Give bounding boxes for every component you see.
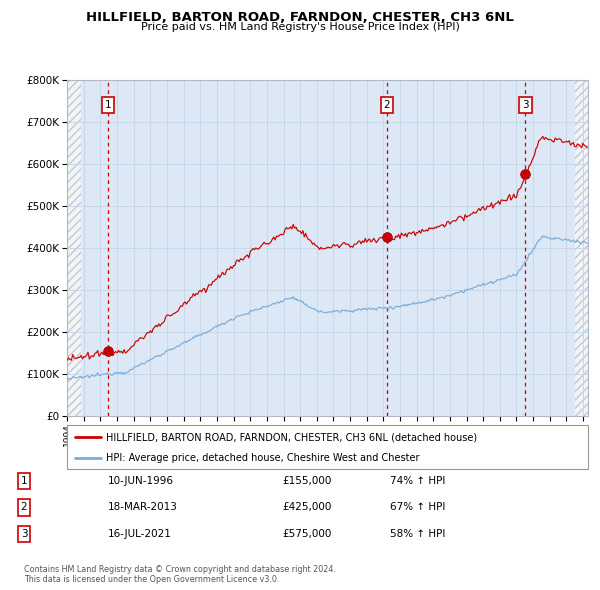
FancyBboxPatch shape bbox=[67, 425, 588, 469]
Text: HILLFIELD, BARTON ROAD, FARNDON, CHESTER, CH3 6NL: HILLFIELD, BARTON ROAD, FARNDON, CHESTER… bbox=[86, 11, 514, 24]
Text: £425,000: £425,000 bbox=[282, 503, 331, 512]
Text: 58% ↑ HPI: 58% ↑ HPI bbox=[390, 529, 445, 539]
Text: 10-JUN-1996: 10-JUN-1996 bbox=[108, 476, 174, 486]
Text: Price paid vs. HM Land Registry's House Price Index (HPI): Price paid vs. HM Land Registry's House … bbox=[140, 22, 460, 32]
Text: 18-MAR-2013: 18-MAR-2013 bbox=[108, 503, 178, 512]
Text: 3: 3 bbox=[20, 529, 28, 539]
Text: 67% ↑ HPI: 67% ↑ HPI bbox=[390, 503, 445, 512]
Text: 16-JUL-2021: 16-JUL-2021 bbox=[108, 529, 172, 539]
Bar bbox=[575, 80, 588, 416]
Text: £575,000: £575,000 bbox=[282, 529, 331, 539]
Text: 3: 3 bbox=[522, 100, 529, 110]
Text: 2: 2 bbox=[383, 100, 390, 110]
Text: £155,000: £155,000 bbox=[282, 476, 331, 486]
Text: 74% ↑ HPI: 74% ↑ HPI bbox=[390, 476, 445, 486]
Text: HILLFIELD, BARTON ROAD, FARNDON, CHESTER, CH3 6NL (detached house): HILLFIELD, BARTON ROAD, FARNDON, CHESTER… bbox=[106, 432, 478, 442]
Text: 1: 1 bbox=[105, 100, 112, 110]
Text: Contains HM Land Registry data © Crown copyright and database right 2024.
This d: Contains HM Land Registry data © Crown c… bbox=[24, 565, 336, 584]
Text: HPI: Average price, detached house, Cheshire West and Chester: HPI: Average price, detached house, Ches… bbox=[106, 453, 420, 463]
Text: 2: 2 bbox=[20, 503, 28, 512]
Bar bbox=[67, 80, 82, 416]
Text: 1: 1 bbox=[20, 476, 28, 486]
